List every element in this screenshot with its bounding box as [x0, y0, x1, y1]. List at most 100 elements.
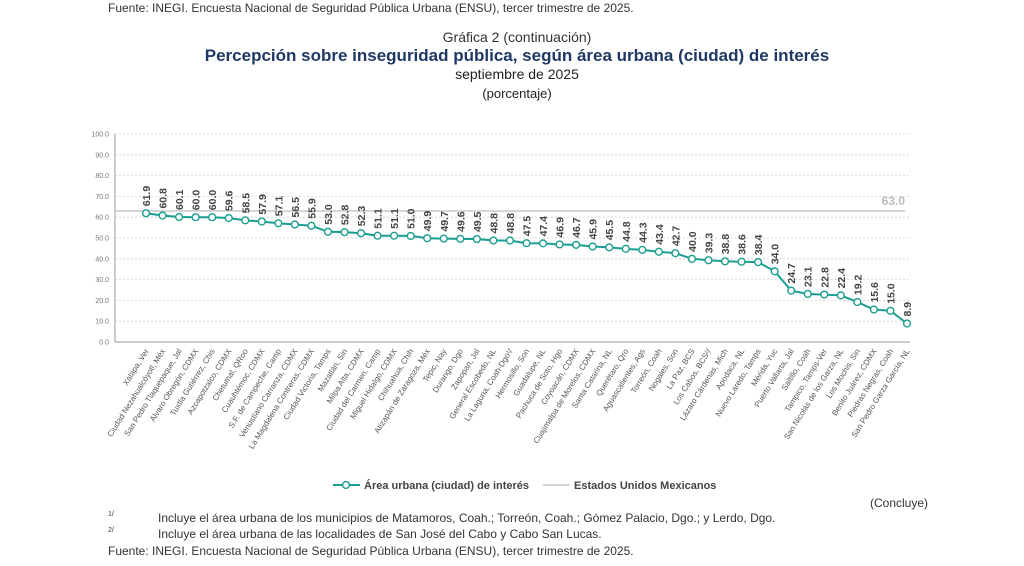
- data-point: [323, 227, 333, 236]
- data-label: 22.8: [819, 267, 831, 288]
- data-label: 46.9: [555, 217, 567, 238]
- data-label: 49.5: [472, 211, 484, 232]
- data-label: 61.9: [141, 186, 153, 207]
- data-label: 49.6: [455, 211, 467, 232]
- data-label: 39.3: [703, 233, 715, 254]
- data-label: 60.0: [191, 190, 203, 211]
- data-point: [439, 234, 448, 243]
- data-point: [687, 254, 697, 263]
- data-point: [538, 239, 548, 248]
- data-point: [257, 217, 266, 226]
- data-label: 38.6: [737, 234, 749, 255]
- y-tick-label: 0.0: [99, 340, 109, 347]
- footnote-text: Incluye el área urbana de las localidade…: [158, 527, 602, 541]
- legend-series-marker: [341, 480, 351, 490]
- data-label: 51.1: [373, 208, 385, 229]
- concluye-note: (Concluye): [870, 496, 929, 510]
- data-point: [241, 216, 250, 225]
- data-label: 44.3: [637, 222, 649, 243]
- y-tick-label: 20.0: [95, 298, 109, 305]
- data-label: 8.9: [902, 302, 914, 317]
- data-label: 49.7: [439, 211, 451, 232]
- data-point: [638, 245, 647, 254]
- chart-number: Gráfica 2 (continuación): [442, 29, 592, 45]
- data-point: [886, 306, 895, 315]
- data-point: [621, 244, 630, 253]
- y-tick-label: 80.0: [95, 173, 109, 180]
- y-tick-label: 40.0: [95, 256, 109, 263]
- data-label: 57.1: [273, 196, 285, 217]
- data-point: [191, 213, 200, 222]
- data-label: 49.9: [422, 211, 434, 232]
- data-point: [853, 297, 862, 307]
- reference-label: 63.0: [882, 194, 906, 208]
- data-point: [704, 256, 713, 265]
- y-tick-label: 50.0: [95, 236, 109, 243]
- data-point: [754, 258, 763, 267]
- data-label: 60.8: [158, 188, 170, 209]
- footnote-text: Incluye el área urbana de los municipios…: [158, 511, 776, 525]
- data-label: 38.8: [720, 234, 732, 255]
- data-point: [505, 236, 515, 245]
- data-label: 47.5: [522, 216, 534, 237]
- data-point: [141, 209, 151, 218]
- data-point: [572, 240, 581, 249]
- data-point: [356, 229, 366, 238]
- data-label: 60.1: [174, 189, 186, 210]
- data-point: [472, 234, 481, 244]
- y-tick-label: 60.0: [95, 215, 109, 222]
- y-tick-label: 30.0: [95, 277, 109, 284]
- data-label: 48.8: [488, 213, 500, 234]
- data-label: 22.4: [836, 268, 848, 289]
- data-point: [836, 291, 845, 300]
- data-point: [456, 234, 465, 243]
- y-tick-label: 70.0: [95, 194, 109, 201]
- top-source-note: Fuente: INEGI. Encuesta Nacional de Segu…: [108, 1, 634, 15]
- y-tick-label: 90.0: [95, 152, 109, 159]
- y-tick-label: 100.0: [91, 132, 109, 139]
- data-point: [224, 213, 233, 223]
- data-label: 24.7: [786, 263, 798, 284]
- data-point: [803, 289, 812, 299]
- chart-title: Percepción sobre inseguridad pública, se…: [204, 46, 830, 65]
- data-point: [489, 236, 498, 245]
- data-label: 51.0: [406, 208, 418, 229]
- chart-period: septiembre de 2025: [455, 66, 579, 82]
- data-point: [174, 212, 184, 222]
- data-point: [522, 239, 531, 248]
- footnote-mark: 1/: [108, 511, 114, 518]
- data-label: 51.1: [389, 208, 401, 229]
- data-point: [406, 231, 415, 241]
- data-label: 45.9: [588, 219, 600, 240]
- legend-reference-label: Estados Unidos Mexicanos: [574, 480, 716, 492]
- data-point: [340, 228, 349, 237]
- data-label: 58.5: [240, 193, 252, 214]
- data-point: [373, 231, 382, 240]
- data-point: [720, 257, 730, 266]
- data-point: [869, 305, 879, 314]
- data-label: 56.5: [290, 197, 302, 218]
- data-point: [555, 240, 564, 249]
- data-point: [208, 213, 217, 222]
- data-label: 34.0: [770, 244, 782, 265]
- footnote-2: 2/Incluye el área urbana de las localida…: [108, 527, 602, 541]
- data-label: 43.4: [654, 224, 666, 245]
- data-label: 19.2: [852, 274, 864, 295]
- data-label: 40.0: [687, 231, 699, 252]
- y-tick-label: 10.0: [95, 319, 109, 326]
- data-label: 15.6: [869, 282, 881, 303]
- legend-series-label: Área urbana (ciudad) de interés: [364, 479, 529, 492]
- data-label: 52.8: [340, 205, 352, 226]
- footnote-mark: 2/: [108, 527, 114, 534]
- data-point: [605, 243, 614, 252]
- data-label: 23.1: [803, 266, 815, 287]
- data-label: 60.0: [207, 190, 219, 211]
- data-point: [390, 231, 399, 240]
- data-label: 55.9: [306, 198, 318, 219]
- footnote-1: 1/Incluye el área urbana de los municipi…: [108, 511, 775, 525]
- data-label: 47.4: [538, 216, 550, 237]
- source-note: Fuente: INEGI. Encuesta Nacional de Segu…: [108, 544, 634, 558]
- chart-unit: (porcentaje): [482, 86, 552, 101]
- data-label: 42.7: [670, 226, 682, 247]
